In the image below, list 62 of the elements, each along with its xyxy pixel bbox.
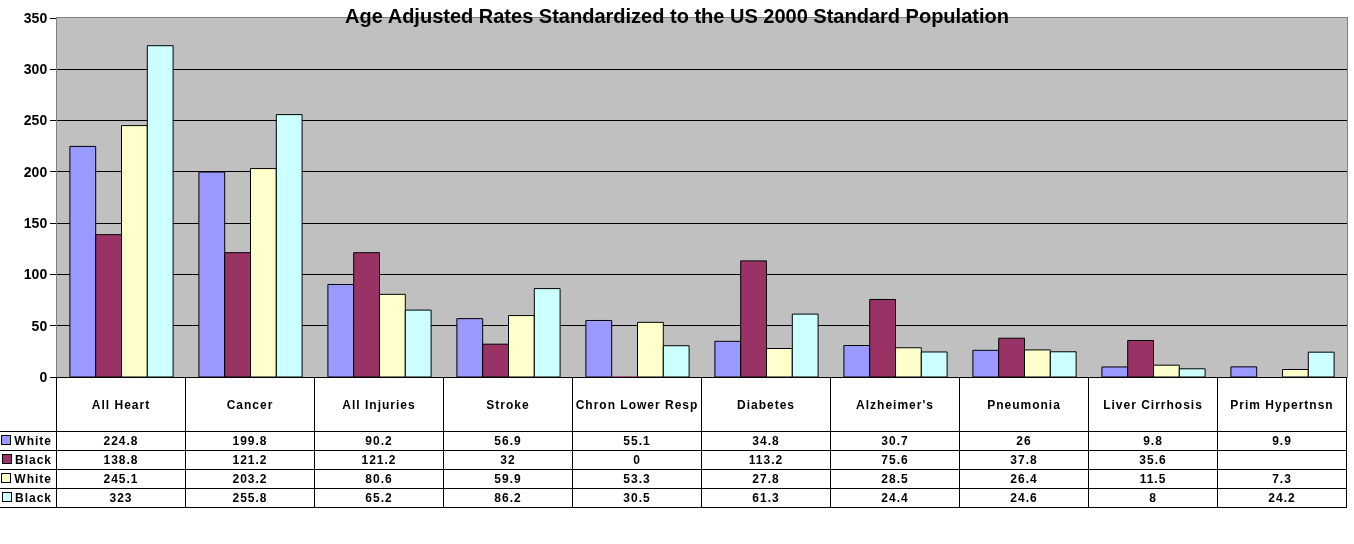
data-label: 32 [443,450,573,470]
data-label: 34.8 [701,431,831,451]
data-label: 53.3 [572,469,702,489]
data-label: 323 [56,488,186,508]
x-tick-label: All Injuries [314,377,444,432]
data-label: 138.8 [56,450,186,470]
data-label: 224.8 [56,431,186,451]
data-label: 245.1 [56,469,186,489]
data-label: 121.2 [314,450,444,470]
data-label: 90.2 [314,431,444,451]
y-tick-label: 100 [23,266,48,283]
data-label: 0 [572,450,702,470]
data-label: 80.6 [314,469,444,489]
data-label: 65.2 [314,488,444,508]
data-label: 203.2 [185,469,315,489]
y-tick-label: 200 [23,163,48,180]
data-label: 9.8 [1088,431,1218,451]
data-label: 199.8 [185,431,315,451]
legend-label: Black [0,450,57,470]
x-tick-label: Alzheimer's [830,377,960,432]
legend-label: White [0,431,57,451]
x-tick-label: Cancer [185,377,315,432]
data-label: 26.4 [959,469,1089,489]
data-label: 8 [1088,488,1218,508]
x-tick-label: Stroke [443,377,573,432]
data-label: 113.2 [701,450,831,470]
data-label: 24.2 [1217,488,1347,508]
data-label: 27.8 [701,469,831,489]
data-label: 30.5 [572,488,702,508]
data-label: 24.4 [830,488,960,508]
data-label: 9.9 [1217,431,1347,451]
data-label: 35.6 [1088,450,1218,470]
data-label: 37.8 [959,450,1089,470]
x-tick-label: Chron Lower Resp [572,377,702,432]
y-tick-label: 300 [23,61,48,78]
y-tick-label: 350 [23,9,48,26]
y-tick-label: 0 [39,368,48,385]
data-label: 61.3 [701,488,831,508]
data-label: 75.6 [830,450,960,470]
legend-label: Black [0,488,57,508]
x-tick-label: All Heart [56,377,186,432]
data-label: 30.7 [830,431,960,451]
chart-title: Age Adjusted Rates Standardized to the US 2000 Standard Population [345,5,1009,27]
y-tick-label: 250 [23,112,48,129]
x-tick-label: Pneumonia [959,377,1089,432]
data-label: 55.1 [572,431,702,451]
x-tick-label: Liver Cirrhosis [1088,377,1218,432]
data-label: 26 [959,431,1089,451]
data-label: 56.9 [443,431,573,451]
data-label: 24.6 [959,488,1089,508]
data-label: 59.9 [443,469,573,489]
data-label: 7.3 [1217,469,1347,489]
data-label: 121.2 [185,450,315,470]
legend-label: White [0,469,57,489]
x-tick-label: Prim Hypertnsn [1217,377,1347,432]
y-tick-label: 50 [31,317,48,334]
y-tick-label: 150 [23,215,48,232]
data-label: 255.8 [185,488,315,508]
data-label: 28.5 [830,469,960,489]
data-label: 86.2 [443,488,573,508]
x-tick-label: Diabetes [701,377,831,432]
data-label: 11.5 [1088,469,1218,489]
